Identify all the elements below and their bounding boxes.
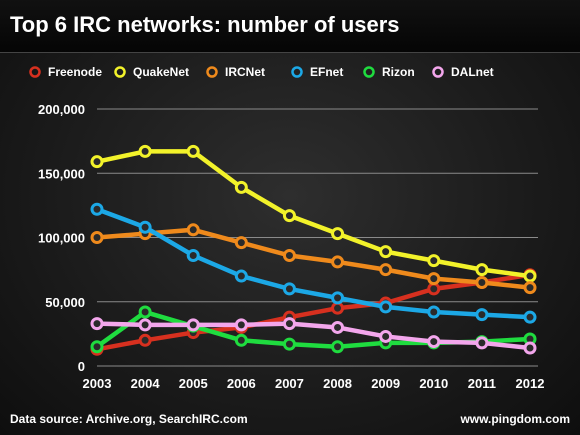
data-point-quakenet (379, 245, 393, 259)
series-line-efnet (94, 206, 533, 320)
data-point-efnet (90, 202, 104, 216)
y-tick-label: 200,000 (38, 102, 85, 117)
data-point-rizon (331, 340, 345, 354)
legend-item-freenode: Freenode (29, 65, 102, 79)
legend-label: QuakeNet (133, 65, 189, 79)
data-point-efnet (282, 282, 296, 296)
legend-label: EFnet (310, 65, 343, 79)
data-point-efnet (379, 300, 393, 314)
data-point-ircnet (523, 281, 537, 295)
data-point-efnet (523, 310, 537, 324)
data-point-ircnet (475, 275, 489, 289)
series-line-quakenet (94, 149, 533, 279)
data-point-efnet (475, 308, 489, 322)
data-point-dalnet (379, 329, 393, 343)
y-tick-label: 100,000 (38, 231, 85, 246)
data-point-quakenet (186, 144, 200, 158)
series-line-freenode (94, 272, 533, 352)
x-tick-label: 2004 (131, 376, 161, 391)
data-point-quakenet (523, 269, 537, 283)
data-point-dalnet (475, 336, 489, 350)
x-tick-label: 2006 (227, 376, 256, 391)
legend-marker (206, 66, 218, 78)
data-point-ircnet (282, 248, 296, 262)
data-point-freenode (138, 333, 152, 347)
data-point-dalnet (331, 320, 345, 334)
x-tick-label: 2010 (419, 376, 448, 391)
legend-marker (432, 66, 444, 78)
data-point-freenode (427, 282, 441, 296)
data-point-efnet (234, 269, 248, 283)
series-dalnet (90, 317, 537, 355)
data-point-quakenet (475, 263, 489, 277)
data-point-dalnet (138, 318, 152, 332)
x-tick-label: 2007 (275, 376, 304, 391)
y-tick-label: 50,000 (45, 295, 85, 310)
legend-marker (114, 66, 126, 78)
y-tick-label: 0 (78, 359, 85, 374)
data-point-ircnet (427, 272, 441, 286)
data-point-dalnet (282, 317, 296, 331)
data-point-rizon (138, 305, 152, 319)
legend-label: DALnet (451, 65, 494, 79)
data-point-ircnet (234, 236, 248, 250)
series-line-dalnet (94, 321, 533, 351)
data-source-note: Data source: Archive.org, SearchIRC.com (10, 412, 248, 426)
legend-item-quakenet: QuakeNet (114, 65, 189, 79)
legend-label: IRCNet (225, 65, 265, 79)
legend-item-rizon: Rizon (363, 65, 415, 79)
x-tick-label: 2003 (83, 376, 112, 391)
data-point-ircnet (331, 255, 345, 269)
data-point-quakenet (427, 254, 441, 268)
data-point-dalnet (427, 335, 441, 349)
legend-item-dalnet: DALnet (432, 65, 494, 79)
data-point-ircnet (90, 231, 104, 244)
chart-title: Top 6 IRC networks: number of users (10, 12, 400, 37)
data-point-quakenet (138, 144, 152, 158)
data-point-dalnet (523, 341, 537, 355)
data-point-efnet (331, 291, 345, 305)
series-line-ircnet (94, 227, 533, 290)
series-quakenet (90, 144, 537, 283)
data-point-dalnet (234, 318, 248, 332)
data-point-quakenet (234, 180, 248, 194)
legend-label: Rizon (382, 65, 415, 79)
series-ircnet (90, 223, 537, 295)
data-point-dalnet (90, 317, 104, 331)
x-tick-label: 2008 (323, 376, 352, 391)
data-point-quakenet (90, 155, 104, 169)
data-point-freenode (331, 301, 345, 315)
site-credit: www.pingdom.com (460, 412, 570, 426)
data-point-rizon (90, 340, 104, 354)
x-tick-label: 2012 (516, 376, 545, 391)
data-point-efnet (138, 220, 152, 234)
data-point-dalnet (186, 318, 200, 332)
data-point-rizon (234, 333, 248, 347)
legend-marker (291, 66, 303, 78)
x-tick-label: 2009 (371, 376, 400, 391)
data-point-ircnet (379, 263, 393, 277)
data-point-quakenet (331, 227, 345, 241)
y-tick-label: 150,000 (38, 166, 85, 181)
legend-marker (29, 66, 41, 78)
data-point-efnet (427, 305, 441, 319)
title-bar: Top 6 IRC networks: number of users (0, 0, 580, 53)
data-point-rizon (282, 337, 296, 351)
data-point-efnet (186, 248, 200, 262)
legend-item-ircnet: IRCNet (206, 65, 265, 79)
legend-marker (363, 66, 375, 78)
data-point-ircnet (186, 223, 200, 237)
data-point-quakenet (282, 209, 296, 223)
series-efnet (90, 202, 537, 324)
legend-label: Freenode (48, 65, 102, 79)
x-tick-label: 2011 (468, 376, 496, 391)
legend-item-efnet: EFnet (291, 65, 343, 79)
x-tick-label: 2005 (179, 376, 208, 391)
